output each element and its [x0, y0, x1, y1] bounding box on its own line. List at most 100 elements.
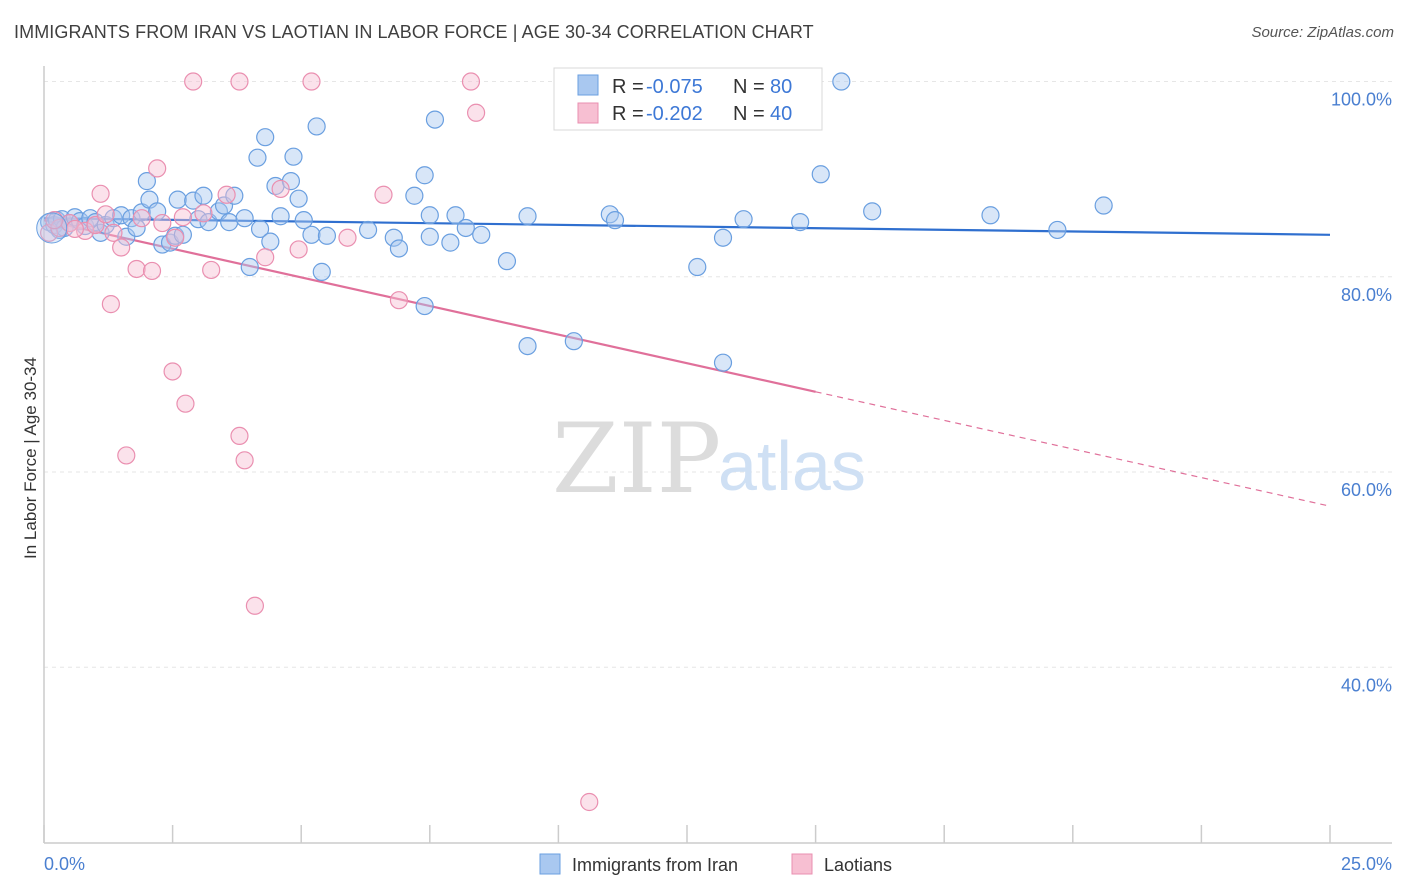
laotian-point — [166, 228, 185, 247]
laotian-point — [245, 596, 265, 615]
iran-point — [189, 210, 208, 229]
iran-point — [415, 296, 434, 316]
laotian-point — [153, 213, 172, 233]
iran-point — [307, 117, 326, 136]
stat-r-value: -0.202 — [646, 103, 703, 125]
iran-point — [220, 213, 239, 232]
laotian-point — [461, 72, 481, 91]
iran-point — [271, 207, 290, 226]
laotian-point — [96, 205, 115, 224]
watermark: ZIP atlas — [552, 403, 866, 515]
stats-box-frame — [553, 67, 823, 131]
iran-point — [405, 186, 424, 205]
iran-point — [184, 191, 203, 210]
y-axis-title: In Labor Force | Age 30-34 — [21, 357, 40, 559]
legend-swatch-iran — [539, 853, 561, 875]
laotian-point — [112, 238, 131, 257]
x-tick-label: 25.0% — [1341, 854, 1392, 874]
stats-row-pink: R = -0.202 N = 40 — [612, 103, 792, 125]
iran-point — [250, 219, 270, 239]
laotian-point — [65, 219, 84, 239]
laotian-point — [127, 259, 146, 279]
laotian-point — [60, 213, 79, 233]
stats-box: R = -0.075 N = 80 R = -0.202 N = 40 — [553, 67, 823, 131]
iran-point — [446, 206, 465, 225]
laotian-point — [176, 394, 195, 413]
laotian-point — [104, 223, 123, 242]
iran-point — [518, 336, 537, 356]
laotian-point — [163, 362, 182, 381]
laotian-point — [256, 248, 275, 267]
laotian-point — [132, 209, 151, 228]
laotian-point — [580, 792, 599, 812]
iran-point — [256, 128, 275, 147]
iran-point — [302, 225, 321, 244]
iran-point — [420, 206, 439, 225]
iran-point — [713, 353, 733, 372]
iran-point — [425, 110, 445, 129]
y-tick-label: 40.0% — [1341, 675, 1392, 695]
stat-r-value: -0.075 — [646, 76, 703, 98]
iran-point — [96, 215, 115, 235]
stat-n-label: N = — [733, 76, 770, 98]
laotian-trend-line-extension — [815, 391, 1331, 507]
iran-point — [497, 252, 517, 271]
laotian-point — [194, 204, 213, 223]
stat-n-label: N = — [733, 103, 770, 125]
laotian-point — [302, 72, 321, 91]
watermark-zip: ZIP — [552, 403, 721, 515]
iran-point — [261, 232, 280, 251]
legend-swatch-laotians — [791, 853, 813, 875]
stats-swatch-pink — [577, 102, 599, 124]
data-points — [36, 72, 1113, 812]
stat-r-label: R = — [612, 76, 649, 98]
laotian-point — [289, 240, 308, 259]
iran-point — [389, 239, 409, 258]
legend-label-laotians: Laotians — [824, 855, 892, 875]
iran-point — [472, 225, 491, 244]
laotian-point — [173, 208, 192, 227]
laotian-point — [217, 185, 236, 204]
iran-point — [518, 207, 537, 226]
laotian-point — [202, 260, 221, 280]
watermark-atlas: atlas — [718, 427, 866, 505]
iran-point — [137, 172, 156, 191]
stat-r-label: R = — [612, 103, 649, 125]
iran-point — [791, 213, 810, 232]
laotian-point — [235, 451, 254, 470]
laotian-point — [184, 72, 203, 91]
iran-point — [312, 262, 331, 281]
iran-point — [832, 72, 851, 91]
stats-swatch-blue — [577, 74, 599, 96]
iran-point — [289, 189, 308, 208]
legend-label-iran: Immigrants from Iran — [572, 855, 738, 875]
y-tick-label: 100.0% — [1331, 90, 1392, 110]
legend: Immigrants from Iran Laotians — [539, 853, 892, 875]
x-tick-labels: 0.0% 25.0% — [44, 854, 1392, 874]
iran-point — [600, 205, 619, 224]
y-tick-label: 80.0% — [1341, 285, 1392, 305]
iran-point — [194, 186, 213, 205]
iran-point — [122, 209, 141, 228]
axes — [43, 66, 1392, 844]
stat-n-value: 80 — [770, 76, 792, 98]
x-tick-label: 0.0% — [44, 854, 85, 874]
iran-point — [384, 228, 403, 247]
iran-point — [456, 218, 475, 238]
iran-point — [1048, 220, 1067, 240]
laotian-point — [45, 211, 64, 230]
iran-point — [420, 227, 439, 246]
stats-row-blue: R = -0.075 N = 80 — [612, 76, 792, 98]
iran-point — [981, 206, 1000, 225]
laotian-point — [101, 295, 120, 314]
iran-point — [863, 202, 882, 221]
laotian-point — [117, 446, 136, 465]
iran-point — [148, 202, 167, 221]
laotian-point — [466, 103, 486, 122]
iran-point — [317, 226, 337, 245]
y-tick-label: 60.0% — [1341, 480, 1392, 500]
iran-point — [1094, 196, 1113, 215]
laotian-point — [230, 426, 249, 446]
stat-n-value: 40 — [770, 103, 792, 125]
